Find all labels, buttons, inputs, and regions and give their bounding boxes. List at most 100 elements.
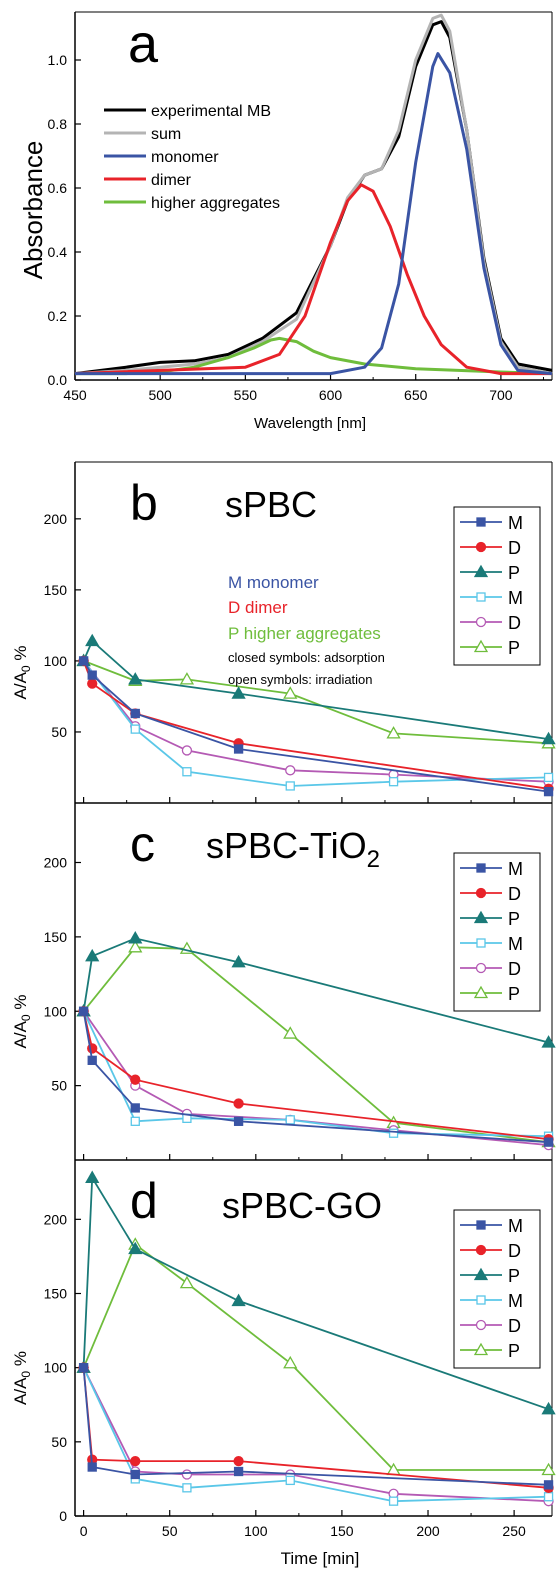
data-point-square: [543, 1492, 554, 1502]
data-point-square: [543, 1137, 554, 1147]
y-tick-label: 100: [44, 1003, 68, 1019]
data-point-square: [285, 1115, 295, 1125]
data-point-triangle: [473, 985, 489, 999]
annotation: open symbols: irradiation: [228, 672, 373, 687]
data-point-circle: [475, 887, 487, 899]
y-tick-label: 0.6: [48, 180, 68, 196]
y-axis-label: Absorbance: [18, 141, 48, 280]
y-tick-label: 200: [44, 511, 68, 527]
panel-label: d: [130, 1173, 158, 1229]
series-line-dimer: [74, 183, 552, 376]
data-point-triangle: [473, 910, 489, 924]
data-point-square: [130, 1116, 140, 1126]
data-point-triangle: [541, 1462, 556, 1476]
data-point-circle: [233, 1455, 244, 1467]
data-point-square: [233, 1466, 244, 1477]
sample-title: sPBC-GO: [222, 1185, 382, 1226]
legend-box: [453, 1209, 541, 1369]
data-point-triangle: [85, 1170, 100, 1183]
data-point-triangle: [231, 686, 246, 699]
data-point-triangle: [386, 726, 401, 739]
legend-label: dimer: [151, 172, 192, 189]
y-tick-label: 50: [51, 724, 67, 740]
y-tick-label: 200: [44, 855, 68, 871]
data-point-circle: [475, 541, 487, 553]
data-point-triangle: [179, 672, 195, 685]
x-tick-label: 450: [63, 387, 87, 403]
series-line: [82, 1243, 549, 1471]
legend-label: D: [508, 538, 521, 558]
data-point-triangle: [473, 564, 489, 578]
y-tick-label: 150: [44, 1286, 68, 1302]
data-point-square: [476, 1295, 486, 1305]
data-point-square: [543, 786, 554, 797]
data-point-square: [130, 724, 140, 734]
y-tick-label: 1.0: [48, 52, 68, 68]
data-point-triangle: [283, 1026, 298, 1039]
legend-label: M: [508, 859, 523, 879]
data-point-triangle: [128, 931, 143, 944]
legend-label: P: [508, 1266, 520, 1286]
data-point-triangle: [473, 1267, 489, 1281]
y-tick-label: 0.8: [48, 116, 68, 132]
data-point-triangle: [128, 939, 143, 953]
data-point-circle: [475, 616, 487, 628]
data-point-square: [130, 708, 140, 719]
data-point-triangle: [128, 1241, 143, 1255]
data-point-square: [87, 1462, 97, 1472]
data-point-triangle: [473, 639, 489, 653]
data-point-circle: [87, 678, 98, 689]
y-tick-label: 150: [44, 582, 68, 598]
data-point-triangle: [231, 1293, 246, 1307]
legend-label: D: [508, 884, 521, 904]
legend-label: D: [508, 613, 521, 633]
legend-label: D: [508, 959, 521, 979]
data-point-circle: [130, 1455, 141, 1467]
legend-label: D: [508, 1241, 521, 1261]
x-tick-label: 250: [502, 1523, 526, 1539]
data-point-circle: [475, 1244, 487, 1256]
data-point-triangle: [283, 686, 298, 699]
legend-label: experimental MB: [151, 103, 271, 120]
legend-label: M: [508, 1216, 523, 1236]
panel-d: 0 50 100 150 200 0 50 100 150 200 250 A/A0 % d sPBC-G…: [11, 1160, 556, 1568]
y-tick-label: 100: [44, 653, 68, 669]
annotation: closed symbols: adsorption: [228, 650, 385, 665]
panel-label: c: [130, 816, 155, 872]
y-axis-label: A/A0 %: [11, 995, 33, 1049]
data-point-triangle: [231, 954, 246, 968]
legend-label: P: [508, 984, 520, 1004]
series-line: [82, 1010, 549, 1146]
x-tick-label: 550: [234, 387, 258, 403]
data-point-square: [476, 863, 486, 873]
annotation: M monomer: [228, 573, 319, 592]
series-line: [82, 946, 549, 1144]
x-tick-label: 200: [416, 1523, 440, 1539]
data-point-triangle: [541, 1401, 556, 1415]
annotation: D dimer: [228, 598, 288, 617]
legend-label: P: [508, 1341, 520, 1361]
legend-label: M: [508, 513, 523, 533]
sample-title: sPBC-TiO2: [206, 825, 380, 873]
x-tick-label: 150: [330, 1523, 354, 1539]
panel-b: 50 100 150 200 A/A0 % b sPBC M monomer D dimer P …: [11, 461, 556, 804]
data-point-square: [87, 670, 97, 680]
x-tick-label: 100: [244, 1523, 268, 1539]
x-tick-label: 0: [80, 1523, 88, 1539]
data-point-square: [543, 772, 554, 783]
x-axis-label: Time [min]: [281, 1549, 360, 1568]
legend-label: monomer: [151, 149, 219, 166]
legend-label: M: [508, 588, 523, 608]
data-point-square: [388, 777, 399, 787]
data-point-triangle: [283, 1355, 298, 1369]
data-point-triangle: [128, 672, 143, 685]
data-point-circle: [181, 1469, 193, 1480]
data-point-triangle: [541, 731, 556, 745]
series-line-sum: [74, 13, 553, 376]
data-point-triangle: [85, 948, 100, 962]
x-tick-label: 50: [162, 1523, 178, 1539]
data-point-circle: [233, 1098, 244, 1109]
data-point-square: [285, 1475, 295, 1486]
